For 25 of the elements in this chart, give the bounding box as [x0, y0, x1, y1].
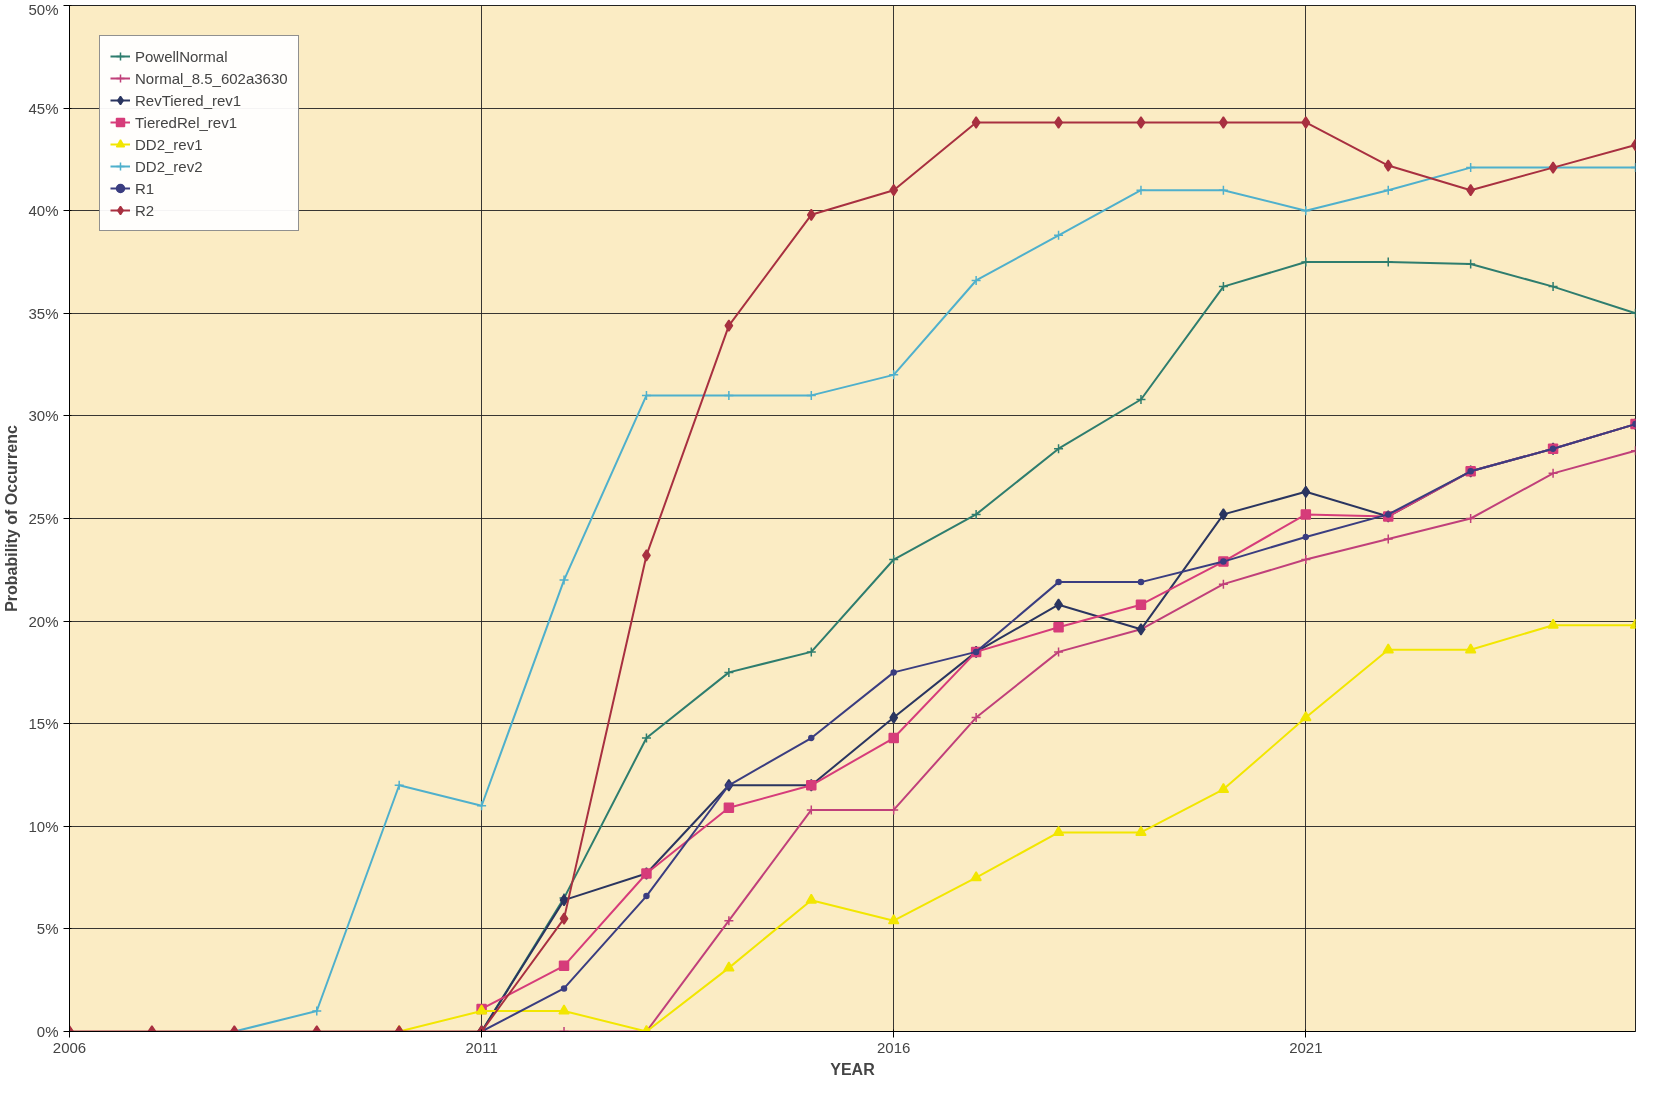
- x-tick-label: 2016: [877, 1038, 911, 1056]
- y-tick-label: 25%: [28, 510, 59, 527]
- y-tick-label: 40%: [28, 202, 59, 220]
- y-tick-label: 45%: [28, 99, 59, 117]
- x-axis-title: YEAR: [830, 1060, 876, 1078]
- legend-label: DD2_rev1: [135, 135, 203, 153]
- legend-label: TieredRel_rev1: [135, 113, 237, 131]
- legend-label: DD2_rev2: [135, 157, 203, 175]
- x-tick-label: 2006: [52, 1038, 87, 1056]
- y-tick-label: 5%: [36, 920, 59, 938]
- legend-label: Normal_8.5_602a3630: [135, 69, 288, 87]
- legend-label: RevTiered_rev1: [135, 91, 242, 109]
- x-tick-label: 2021: [1289, 1038, 1323, 1056]
- y-axis-title: Probability of Occurrenc: [3, 425, 21, 612]
- y-tick-label: 20%: [28, 612, 59, 630]
- y-tick-label: 0%: [36, 1023, 59, 1040]
- y-tick-label: 35%: [28, 304, 59, 322]
- legend-label: R2: [135, 201, 155, 219]
- x-tick-label: 2011: [465, 1038, 498, 1056]
- y-tick-label: 15%: [28, 715, 59, 733]
- legend-label: PowellNormal: [135, 47, 228, 65]
- legend-label: R1: [135, 179, 155, 197]
- y-tick-label: 10%: [28, 817, 59, 835]
- y-tick-label: 50%: [28, 0, 59, 18]
- y-tick-label: 30%: [28, 407, 59, 425]
